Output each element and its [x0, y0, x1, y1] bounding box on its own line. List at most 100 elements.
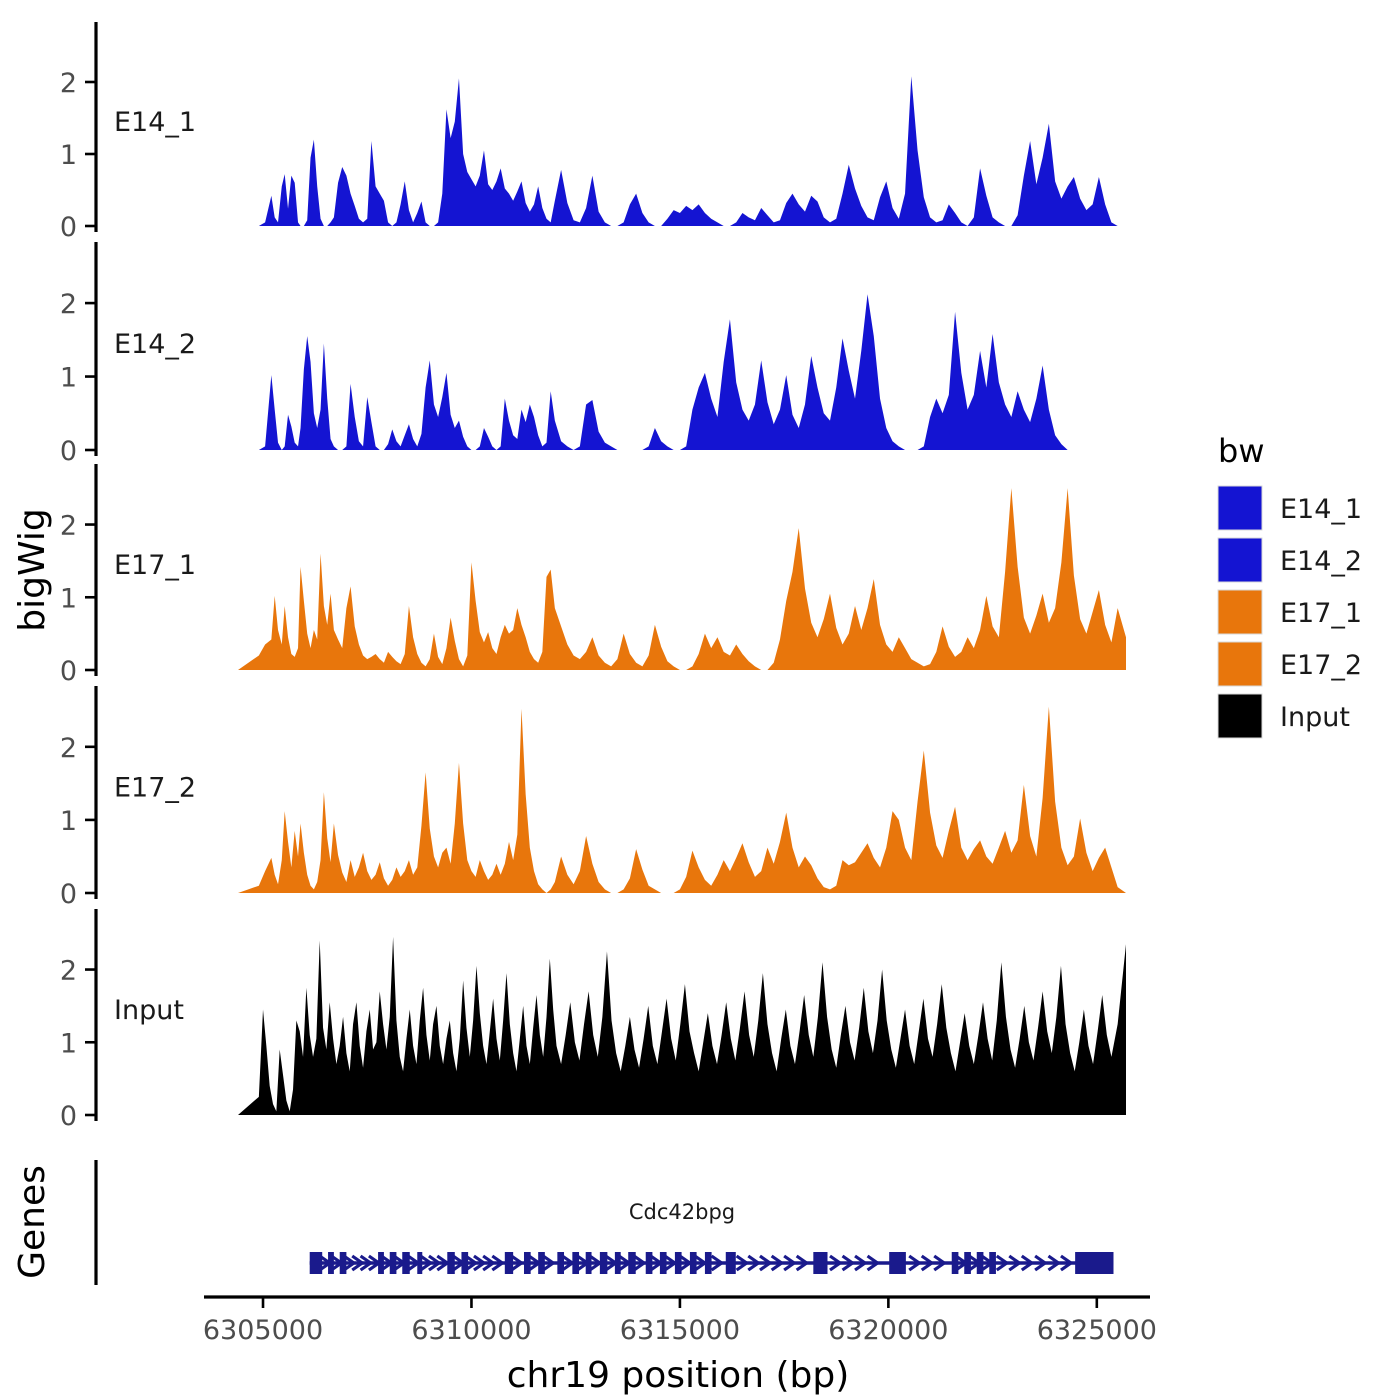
y-tick-label: 1	[60, 140, 77, 171]
gene-strand-arrow-icon	[342, 1254, 357, 1272]
gene-exon-box	[572, 1252, 580, 1274]
gene-strand-arrow-icon	[351, 1254, 366, 1272]
gene-strand-arrow-icon	[995, 1254, 1010, 1272]
gene-exon-box	[659, 1252, 667, 1274]
track-area-input	[238, 936, 1126, 1115]
gene-exon-box	[504, 1252, 514, 1274]
gene-exon-box	[614, 1252, 621, 1274]
x-tick-label: 6310000	[411, 1315, 531, 1346]
gene-exon-box	[523, 1252, 531, 1274]
gene-exon-box	[378, 1252, 384, 1274]
track-area-e17_1	[238, 488, 1126, 670]
gene-exon-box	[599, 1252, 608, 1274]
gene-exon-box	[689, 1252, 697, 1274]
gene-exon-box	[585, 1252, 592, 1274]
legend-label-e17_2[interactable]: E17_2	[1280, 650, 1362, 681]
legend-swatch-input[interactable]	[1217, 693, 1263, 739]
gene-exon-box	[447, 1252, 455, 1274]
gene-strand-arrow-icon	[841, 1254, 856, 1272]
x-tick-label: 6325000	[1037, 1315, 1157, 1346]
legend-label-input[interactable]: Input	[1280, 702, 1350, 733]
gene-name-label: Cdc42bpg	[629, 1200, 735, 1224]
legend-label-e14_2[interactable]: E14_2	[1280, 546, 1362, 577]
y-tick-label: 1	[60, 583, 77, 614]
track-panel-input: 0 1 2 Input	[60, 909, 1126, 1132]
y-tick-label: 1	[60, 806, 77, 837]
genes-panel: Cdc42bpg	[94, 1160, 1114, 1285]
gene-exon-box	[309, 1252, 323, 1274]
y-tick-label: 2	[60, 733, 77, 764]
gene-exon-box	[557, 1252, 565, 1274]
y-tick-label: 0	[60, 436, 77, 467]
track-panel-e17_2: 0 1 2 E17_2	[60, 686, 1126, 910]
gene-exon-box	[389, 1252, 397, 1274]
x-axis: 6305000 6310000 6315000 6320000 6325000 chr19…	[203, 1295, 1157, 1396]
gene-strand-arrow-icon	[795, 1254, 810, 1272]
gene-strand-arrow-icon	[359, 1254, 374, 1272]
gene-strand-arrow-icon	[1034, 1254, 1048, 1272]
gene-strand-arrow-icon	[588, 1254, 603, 1272]
y-tick-label: 1	[60, 1028, 77, 1059]
gene-strand-arrow-icon	[419, 1254, 434, 1272]
track-area-e17_2	[238, 706, 1126, 893]
legend-label-e17_1[interactable]: E17_1	[1280, 598, 1362, 629]
panel-label-e17_2: E17_2	[114, 773, 196, 804]
gene-exon-box	[889, 1252, 906, 1274]
legend: bw E14_1 E14_2 E17_1 E17_2 Input	[1217, 432, 1362, 739]
y-tick-label: 2	[60, 68, 77, 99]
legend-title: bw	[1218, 432, 1264, 470]
legend-swatch-e14_1[interactable]	[1217, 485, 1263, 531]
gene-strand-arrow-icon	[491, 1254, 506, 1272]
gene-exon-box	[328, 1252, 334, 1274]
gene-strand-arrow-icon	[747, 1254, 762, 1272]
y-axis-title: bigWig	[12, 508, 53, 631]
gene-strand-arrow-icon	[663, 1254, 678, 1272]
genes-axis-title: Genes	[12, 1165, 53, 1279]
legend-swatch-e14_2[interactable]	[1217, 537, 1263, 583]
gene-strand-arrow-icon	[436, 1254, 451, 1272]
panel-label-e14_2: E14_2	[114, 329, 196, 360]
legend-label-e14_1[interactable]: E14_1	[1280, 494, 1362, 525]
y-tick-label: 1	[60, 363, 77, 394]
gene-strand-arrow-icon	[633, 1254, 647, 1272]
panel-label-e17_1: E17_1	[114, 550, 196, 581]
gene-strand-arrow-icon	[464, 1254, 479, 1272]
gene-strand-arrow-icon	[735, 1254, 750, 1272]
gene-strand-arrow-icon	[694, 1254, 708, 1272]
gene-strand-arrow-icon	[920, 1254, 935, 1272]
gene-exon-box	[704, 1252, 712, 1274]
track-area-e14_1	[238, 76, 1126, 227]
x-tick-label: 6320000	[828, 1315, 948, 1346]
gene-strand-arrow-icon	[1020, 1254, 1035, 1272]
y-tick-label: 0	[60, 1101, 77, 1132]
gene-exon-box	[461, 1252, 469, 1274]
gene-strand-arrow-icon	[783, 1254, 797, 1272]
gene-exon-box	[538, 1252, 545, 1274]
gene-strand-arrow-icon	[561, 1254, 576, 1272]
track-panel-e14_1: 0 1 2 E14_1	[60, 22, 1126, 243]
gene-strand-arrow-icon	[1060, 1254, 1074, 1272]
gene-exon-box	[628, 1252, 636, 1274]
gene-exon-box	[951, 1252, 959, 1274]
track-area-e14_2	[238, 294, 1074, 450]
gene-strand-arrow-icon	[1008, 1254, 1023, 1272]
y-tick-label: 2	[60, 956, 77, 987]
gene-exon-box	[417, 1252, 423, 1274]
y-tick-label: 2	[60, 289, 77, 320]
legend-swatch-e17_2[interactable]	[1217, 641, 1263, 687]
gene-strand-arrow-icon	[473, 1254, 487, 1272]
gene-exon-box	[813, 1252, 828, 1274]
gene-strand-arrow-icon	[770, 1254, 785, 1272]
x-axis-title: chr19 position (bp)	[507, 1355, 850, 1396]
x-tick-label: 6315000	[620, 1315, 740, 1346]
panel-label-e14_1: E14_1	[114, 107, 196, 138]
gene-exon-box	[674, 1252, 682, 1274]
gene-strand-arrow-icon	[908, 1254, 923, 1272]
gene-exon-box	[964, 1252, 971, 1274]
legend-swatch-e17_1[interactable]	[1217, 589, 1263, 635]
track-panel-e17_1: 0 1 2 E17_1	[60, 464, 1126, 687]
gene-strand-arrow-icon	[1047, 1254, 1062, 1272]
gene-strand-arrow-icon	[710, 1254, 725, 1272]
gene-strand-arrow-icon	[679, 1254, 693, 1272]
